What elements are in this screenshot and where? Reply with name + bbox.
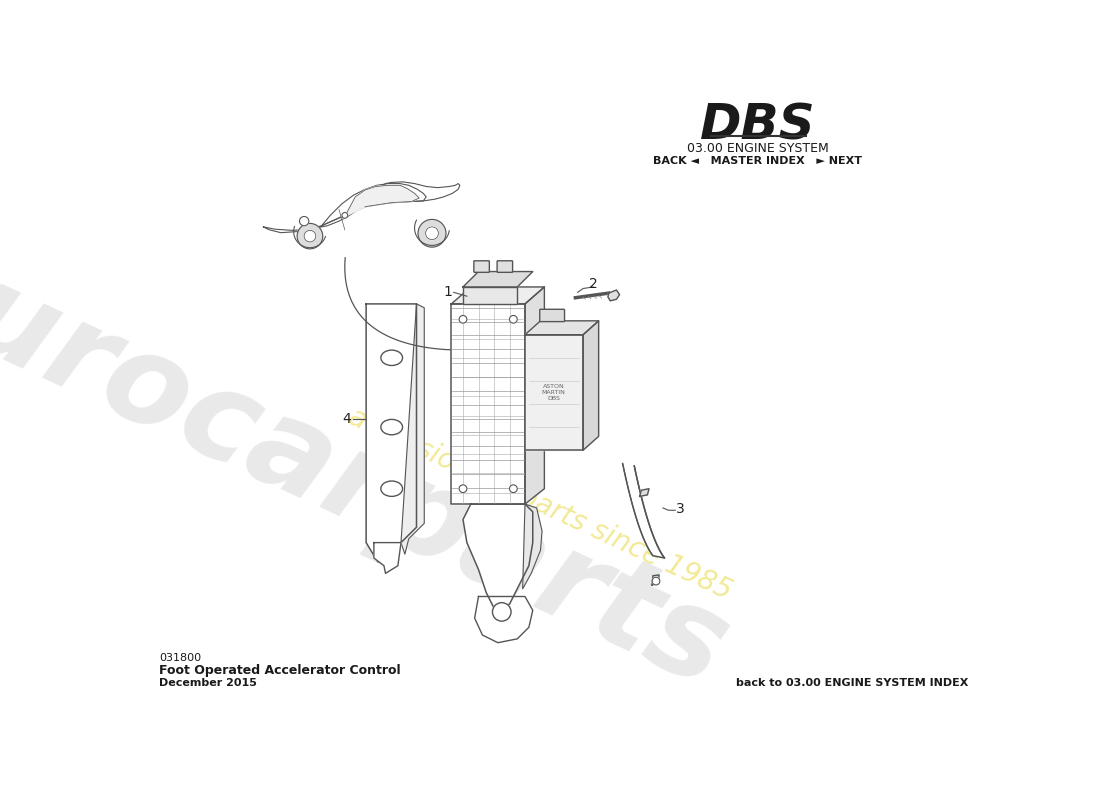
- Circle shape: [509, 485, 517, 493]
- Polygon shape: [344, 186, 419, 217]
- Text: Foot Operated Accelerator Control: Foot Operated Accelerator Control: [160, 664, 400, 677]
- FancyBboxPatch shape: [474, 261, 490, 272]
- Text: a passion for parts since 1985: a passion for parts since 1985: [344, 402, 737, 606]
- Text: 031800: 031800: [160, 653, 201, 663]
- Polygon shape: [522, 504, 542, 589]
- Polygon shape: [583, 321, 598, 450]
- Polygon shape: [640, 489, 649, 496]
- Ellipse shape: [381, 419, 403, 435]
- Circle shape: [459, 485, 466, 493]
- Ellipse shape: [381, 481, 403, 496]
- Circle shape: [459, 315, 466, 323]
- Polygon shape: [525, 334, 583, 450]
- Text: 3: 3: [675, 502, 684, 516]
- Text: DBS: DBS: [700, 102, 815, 150]
- Text: 1: 1: [443, 286, 452, 299]
- Text: ASTON
MARTIN
DBS: ASTON MARTIN DBS: [541, 384, 565, 401]
- Polygon shape: [263, 182, 460, 233]
- FancyBboxPatch shape: [540, 310, 564, 322]
- Circle shape: [509, 315, 517, 323]
- Circle shape: [426, 227, 439, 240]
- Text: December 2015: December 2015: [160, 678, 257, 688]
- Ellipse shape: [381, 350, 403, 366]
- Circle shape: [418, 219, 446, 247]
- Polygon shape: [463, 504, 532, 608]
- Circle shape: [304, 230, 316, 242]
- Polygon shape: [366, 304, 417, 566]
- Polygon shape: [451, 287, 544, 304]
- Text: back to 03.00 ENGINE SYSTEM INDEX: back to 03.00 ENGINE SYSTEM INDEX: [736, 678, 968, 688]
- Polygon shape: [463, 287, 517, 304]
- Circle shape: [297, 223, 322, 249]
- Text: 4: 4: [342, 413, 351, 426]
- Polygon shape: [525, 321, 598, 334]
- Circle shape: [652, 578, 660, 585]
- Text: eurocarparts: eurocarparts: [0, 218, 747, 713]
- Polygon shape: [463, 271, 532, 287]
- Polygon shape: [608, 290, 619, 301]
- Polygon shape: [451, 304, 525, 504]
- Polygon shape: [623, 463, 664, 558]
- Polygon shape: [652, 575, 659, 585]
- Circle shape: [342, 213, 348, 218]
- Polygon shape: [374, 542, 401, 574]
- FancyBboxPatch shape: [497, 261, 513, 272]
- Polygon shape: [474, 597, 532, 642]
- Text: BACK ◄   MASTER INDEX   ► NEXT: BACK ◄ MASTER INDEX ► NEXT: [653, 156, 862, 166]
- Text: 2: 2: [588, 277, 597, 291]
- Polygon shape: [402, 304, 425, 554]
- Polygon shape: [525, 287, 544, 504]
- Circle shape: [493, 602, 512, 621]
- Polygon shape: [321, 183, 426, 226]
- Circle shape: [299, 217, 309, 226]
- Text: 03.00 ENGINE SYSTEM: 03.00 ENGINE SYSTEM: [686, 142, 828, 155]
